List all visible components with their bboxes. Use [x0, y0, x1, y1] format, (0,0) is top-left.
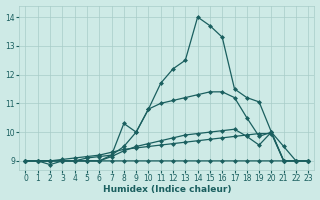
X-axis label: Humidex (Indice chaleur): Humidex (Indice chaleur) — [103, 185, 231, 194]
